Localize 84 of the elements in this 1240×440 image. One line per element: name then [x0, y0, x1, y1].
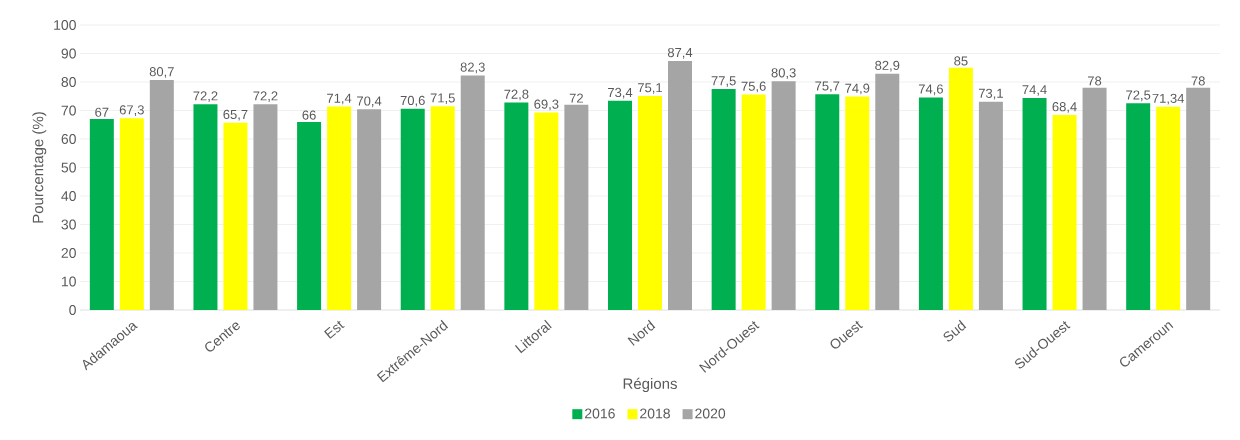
bar [668, 60, 692, 310]
bar [741, 94, 766, 310]
bar [1126, 103, 1151, 310]
y-tick-label: 70 [61, 105, 76, 116]
y-tick-label: 10 [61, 276, 76, 287]
data-label: 73,1 [978, 88, 1003, 100]
data-label: 80,3 [771, 68, 796, 79]
data-label: 75,1 [638, 83, 663, 94]
data-label: 72,8 [504, 89, 529, 101]
data-label: 72 [569, 93, 583, 103]
data-label: 78 [1087, 76, 1102, 86]
data-label: 72,2 [253, 91, 278, 103]
data-label: 85 [954, 56, 968, 66]
legend-label: 2016 [585, 408, 615, 419]
bar [149, 80, 174, 310]
bar [460, 75, 485, 310]
x-tick-label: Sud [943, 319, 967, 342]
bar [1082, 87, 1107, 310]
bar [1156, 106, 1181, 310]
bar [223, 122, 248, 310]
bar [948, 67, 973, 310]
bar [845, 96, 870, 310]
legend-label: 2020 [695, 408, 726, 419]
bar [638, 95, 662, 310]
data-label: 71,34 [1152, 93, 1185, 105]
bar [1022, 97, 1047, 310]
data-label: 72,2 [193, 91, 218, 103]
data-label: 74,9 [845, 83, 870, 95]
bar [918, 97, 943, 310]
y-tick-label: 20 [61, 248, 76, 258]
data-label: 80,7 [149, 67, 174, 78]
data-label: 82,9 [875, 60, 900, 72]
bar [297, 121, 322, 310]
bar [327, 106, 352, 310]
data-label: 68,4 [1052, 102, 1077, 113]
data-label: 69,3 [534, 99, 559, 111]
bar [771, 81, 796, 310]
bar [253, 104, 278, 310]
data-label: 75,7 [815, 81, 840, 93]
data-label: 66 [302, 110, 316, 120]
bar [534, 112, 559, 310]
bar [430, 106, 455, 310]
x-tick-label: Est [324, 320, 345, 339]
y-tick-label: 40 [61, 191, 76, 201]
y-tick-label: 50 [61, 162, 76, 173]
y-tick-label: 80 [61, 77, 76, 87]
bar [815, 94, 840, 310]
bar [504, 102, 529, 310]
data-label: 65,7 [223, 109, 248, 121]
y-tick-label: 100 [54, 20, 76, 30]
bar [89, 119, 114, 310]
data-label: 75,6 [741, 81, 766, 93]
data-label: 72,5 [1126, 90, 1151, 102]
data-label: 74,4 [1022, 85, 1047, 96]
y-axis-title: Pourcentage (%) [32, 112, 47, 223]
data-label: 67 [95, 107, 109, 117]
data-label: 78 [1191, 76, 1205, 86]
data-label: 74,6 [918, 84, 943, 96]
y-tick-label: 0 [69, 305, 76, 315]
data-label: 67,3 [119, 105, 144, 116]
data-label: 77,5 [711, 76, 736, 87]
bar [875, 73, 900, 310]
bar [400, 108, 425, 310]
data-label: 73,4 [608, 87, 633, 99]
data-label: 71,4 [327, 93, 352, 105]
data-label: 71,5 [430, 93, 455, 105]
data-label: 70,4 [357, 96, 382, 108]
data-label: 87,4 [667, 47, 693, 59]
bar [119, 118, 144, 310]
data-label: 70,6 [400, 95, 425, 107]
y-tick-label: 30 [61, 219, 76, 230]
x-axis-title: Régions [623, 377, 677, 392]
bar [357, 109, 382, 310]
bar [1186, 87, 1211, 310]
bar [564, 104, 589, 310]
bar [711, 89, 736, 310]
bar [608, 100, 632, 310]
y-tick-label: 60 [61, 134, 76, 144]
bar [1052, 115, 1077, 310]
bar [978, 101, 1003, 310]
y-tick-label: 90 [61, 48, 76, 59]
bar [193, 104, 218, 310]
data-label: 82,3 [460, 62, 485, 74]
legend-label: 2018 [640, 408, 670, 419]
